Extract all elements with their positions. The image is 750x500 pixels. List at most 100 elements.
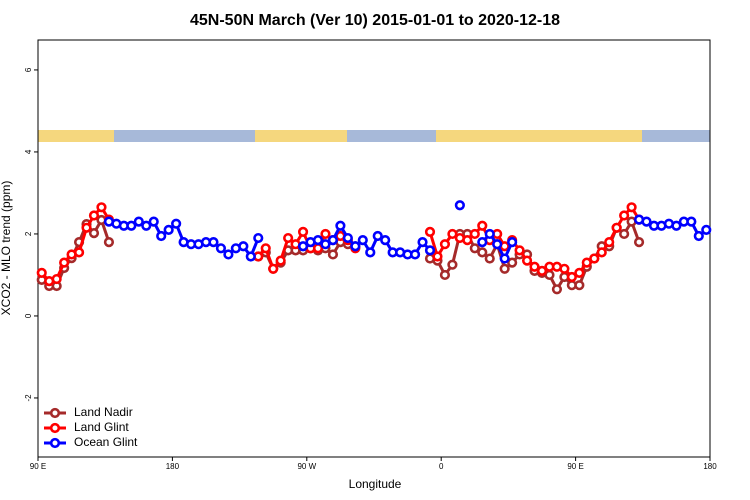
- data-point: [327, 234, 339, 246]
- data-point: [320, 239, 331, 250]
- data-point: [619, 210, 630, 221]
- x-tick-label: 90 E: [567, 462, 583, 471]
- data-point: [245, 251, 256, 262]
- land-band: [255, 130, 347, 142]
- data-point: [701, 224, 712, 235]
- data-point: [335, 220, 346, 231]
- data-point: [297, 241, 309, 252]
- x-tick-label: 0: [439, 462, 444, 471]
- data-point: [215, 243, 227, 254]
- x-tick-label: 90 W: [297, 462, 316, 471]
- data-point: [81, 222, 92, 233]
- data-point: [477, 247, 488, 258]
- series: [103, 200, 712, 264]
- data-point: [619, 228, 630, 240]
- data-point: [514, 245, 525, 256]
- data-point: [320, 228, 331, 240]
- y-axis-label: XCO2 - MLO trend (ppm): [0, 181, 13, 316]
- land-band: [38, 130, 114, 142]
- legend-marker: [49, 437, 61, 449]
- y-tick-label: 6: [24, 67, 33, 72]
- data-point: [141, 220, 152, 231]
- data-point: [596, 247, 607, 258]
- data-point: [88, 210, 100, 221]
- data-point: [126, 220, 137, 231]
- data-point: [260, 243, 271, 254]
- data-point: [604, 237, 615, 248]
- data-point: [536, 265, 548, 276]
- data-point: [589, 253, 600, 264]
- data-point: [163, 224, 174, 235]
- data-point: [447, 228, 458, 240]
- data-point: [312, 234, 324, 246]
- legend-label: Land Nadir: [74, 405, 133, 419]
- data-point: [521, 255, 533, 266]
- data-point: [499, 263, 510, 274]
- data-point: [454, 200, 465, 211]
- legend-label: Land Glint: [74, 420, 129, 434]
- data-point: [566, 271, 577, 283]
- data-point: [372, 230, 383, 242]
- data-point: [439, 239, 451, 250]
- data-point: [297, 226, 309, 237]
- plot-frame: [37, 39, 711, 458]
- data-point: [223, 249, 234, 260]
- data-point: [103, 237, 115, 248]
- data-point: [327, 249, 339, 260]
- data-point: [88, 228, 100, 239]
- data-point: [559, 263, 570, 274]
- map-strip: [38, 130, 710, 142]
- data-point: [529, 261, 540, 272]
- legend-marker: [49, 422, 61, 434]
- data-point: [447, 259, 458, 270]
- y-tick-label: 2: [24, 231, 33, 236]
- data-point: [432, 251, 443, 262]
- data-point: [409, 249, 421, 260]
- data-point: [424, 245, 436, 256]
- data-point: [507, 237, 518, 248]
- data-point: [492, 239, 503, 250]
- x-tick-label: 90 E: [30, 462, 46, 471]
- data-point: [626, 202, 637, 213]
- data-point: [633, 237, 645, 248]
- y-tick-label: -2: [24, 394, 33, 402]
- data-point: [469, 243, 480, 254]
- data-point: [574, 280, 585, 291]
- legend-label: Ocean Glint: [74, 435, 138, 449]
- data-point: [365, 247, 376, 258]
- data-point: [342, 232, 353, 244]
- data-point: [238, 241, 249, 252]
- x-tick-label: 180: [166, 462, 180, 471]
- data-point: [507, 257, 518, 268]
- data-point: [671, 220, 682, 231]
- data-point: [484, 228, 495, 240]
- data-point: [357, 234, 368, 246]
- data-point: [73, 247, 85, 258]
- x-axis-label: Longitude: [349, 477, 402, 491]
- data-point: [268, 263, 279, 274]
- data-point: [156, 230, 167, 242]
- data-point: [686, 216, 697, 227]
- data-point: [51, 273, 62, 285]
- data-point: [380, 234, 391, 246]
- land-band: [436, 130, 642, 142]
- data-point: [171, 218, 182, 229]
- chart-title: 45N-50N March (Ver 10) 2015-01-01 to 202…: [190, 12, 560, 29]
- data-point: [283, 232, 294, 244]
- data-point: [499, 253, 510, 264]
- data-point: [574, 267, 585, 278]
- data-point: [641, 216, 652, 227]
- data-point: [350, 241, 361, 252]
- data-point: [59, 257, 70, 268]
- y-tick-label: 4: [24, 149, 33, 154]
- data-point: [477, 237, 488, 248]
- data-point: [469, 228, 480, 240]
- data-point: [477, 220, 488, 231]
- data-point: [417, 237, 428, 248]
- data-point: [462, 234, 473, 246]
- data-point: [275, 255, 286, 266]
